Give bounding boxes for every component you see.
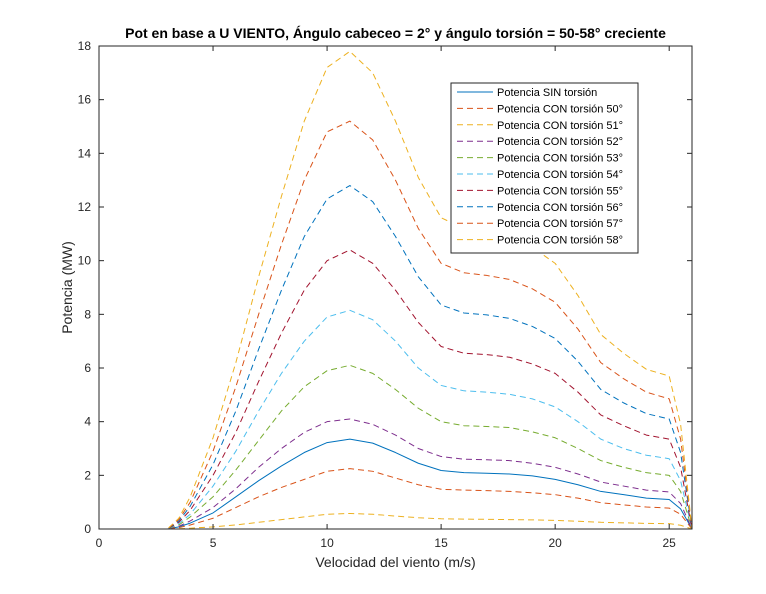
legend-box xyxy=(450,82,639,254)
y-tick-label: 14 xyxy=(78,146,92,160)
y-tick-label: 10 xyxy=(78,254,92,268)
legend-entry-label: Potencia CON torsión 51° xyxy=(497,120,623,132)
legend-entry-label: Potencia CON torsión 50° xyxy=(497,103,623,115)
x-tick-label: 10 xyxy=(320,536,334,550)
y-tick-label: 12 xyxy=(78,200,92,214)
series-line-6 xyxy=(99,249,693,530)
series-line-5 xyxy=(99,309,693,530)
legend-entry-label: Potencia CON torsión 56° xyxy=(497,202,623,214)
axes-box xyxy=(98,45,693,530)
y-axis: 0 2 4 6 8 10 12 14 16 18 xyxy=(78,39,692,536)
legend: Potencia SIN torsión Potencia CON torsión… xyxy=(450,82,639,254)
series-line-1 xyxy=(99,468,693,530)
y-tick-label: 2 xyxy=(84,468,91,482)
x-tick-label: 20 xyxy=(548,536,562,550)
x-tick-label: 5 xyxy=(210,536,217,550)
x-axis: 0 5 10 15 20 25 xyxy=(96,46,677,550)
y-axis-label: Potencia (MW) xyxy=(59,241,75,334)
x-tick-label: 0 xyxy=(96,536,103,550)
series-line-9 xyxy=(99,50,693,530)
legend-entry-label: Potencia CON torsión 57° xyxy=(497,218,623,230)
series-layer xyxy=(99,50,693,530)
y-tick-label: 4 xyxy=(84,415,91,429)
y-tick-label: 0 xyxy=(84,522,91,536)
series-line-3 xyxy=(99,418,693,530)
series-line-0 xyxy=(99,438,693,530)
series-line-8 xyxy=(99,120,693,530)
y-tick-label: 8 xyxy=(84,307,91,321)
legend-entry-label: Potencia CON torsión 58° xyxy=(497,235,623,247)
y-tick-label: 18 xyxy=(78,39,92,53)
x-tick-label: 25 xyxy=(663,536,677,550)
x-axis-label: Velocidad del viento (m/s) xyxy=(315,554,475,570)
legend-entry-label: Potencia SIN torsión xyxy=(497,87,597,99)
legend-entry-label: Potencia CON torsión 54° xyxy=(497,169,623,181)
legend-entry-label: Potencia CON torsión 55° xyxy=(497,185,623,197)
y-tick-label: 16 xyxy=(78,93,92,107)
legend-entry-label: Potencia CON torsión 53° xyxy=(497,153,623,165)
chart-title: Pot en base a U VIENTO, Ángulo cabeceo =… xyxy=(125,25,666,41)
series-line-7 xyxy=(99,185,693,530)
x-tick-label: 15 xyxy=(434,536,448,550)
series-line-4 xyxy=(99,364,693,530)
series-line-2 xyxy=(99,512,693,530)
y-tick-label: 6 xyxy=(84,361,91,375)
legend-entry-label: Potencia CON torsión 52° xyxy=(497,136,623,148)
